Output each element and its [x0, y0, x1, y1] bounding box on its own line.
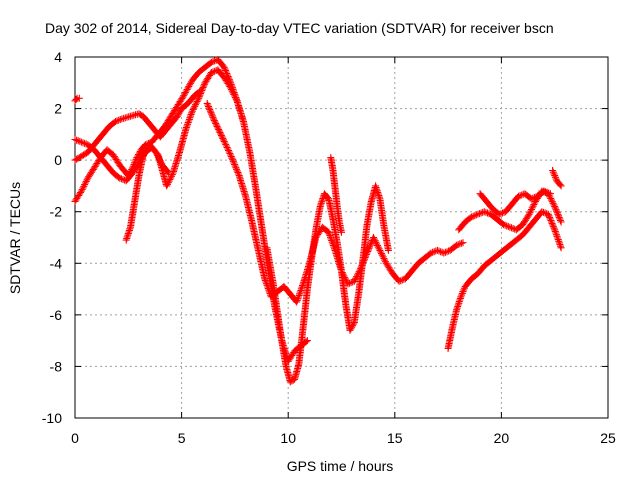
series-sat-d — [71, 66, 311, 365]
plus-markers — [549, 167, 565, 190]
x-tick-label: 5 — [178, 430, 186, 446]
y-tick-label: -10 — [42, 410, 62, 426]
x-tick-label: 0 — [71, 430, 79, 446]
y-tick-label: 2 — [54, 101, 62, 117]
plus-markers — [122, 141, 173, 244]
chart-title: Day 302 of 2014, Sidereal Day-to-day VTE… — [45, 20, 554, 36]
x-tick-label: 25 — [600, 430, 616, 446]
plus-markers — [327, 154, 345, 236]
y-tick-label: 4 — [54, 49, 62, 65]
axis-ticks — [74, 56, 609, 419]
y-tick-label: 0 — [54, 152, 62, 168]
y-tick-label: -2 — [50, 204, 63, 220]
y-tick-label: -6 — [50, 307, 63, 323]
series-sat-k — [476, 187, 554, 218]
y-axis-label: SDTVAR / TECUs — [7, 182, 23, 294]
plus-markers — [444, 208, 565, 352]
data-series — [71, 56, 565, 386]
tick-labels: 0 5 10 15 20 25 -10 -8 -6 -4 -2 0 2 4 — [42, 49, 616, 446]
y-tick-label: -4 — [50, 255, 63, 271]
plus-markers — [263, 182, 392, 386]
x-tick-label: 10 — [280, 430, 296, 446]
x-axis-label: GPS time / hours — [287, 458, 394, 474]
plus-markers — [71, 94, 83, 105]
series-sat-l — [549, 167, 565, 190]
x-tick-label: 15 — [387, 430, 403, 446]
series-sat-i — [444, 208, 565, 352]
series-sat-e — [122, 141, 173, 244]
series-sat-a — [71, 94, 83, 105]
x-tick-label: 20 — [494, 430, 510, 446]
series-sat-g — [263, 182, 392, 386]
plus-markers — [476, 187, 554, 218]
y-tick-label: -8 — [50, 358, 63, 374]
series-sat-h — [327, 154, 345, 236]
plot-frame — [74, 56, 609, 419]
